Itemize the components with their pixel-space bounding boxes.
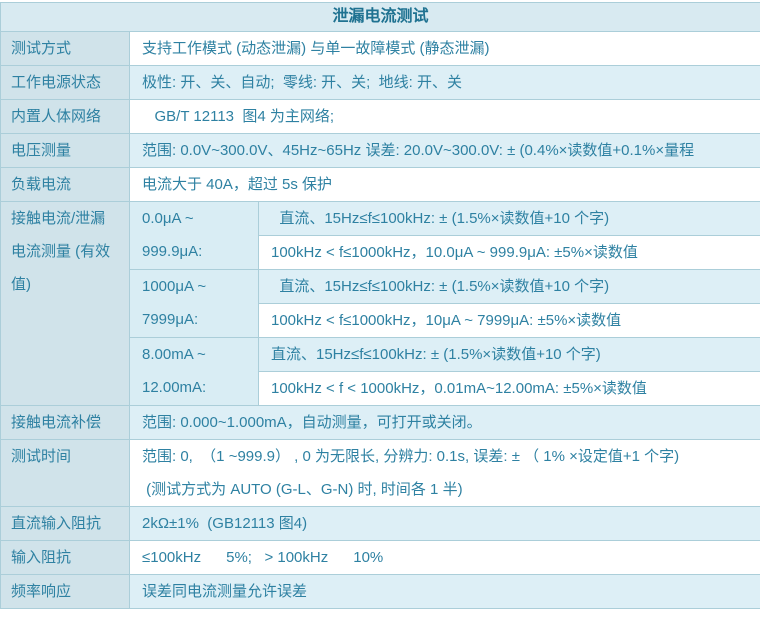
value-dc-impedance: 2kΩ±1% (GB12113 图4) [130,507,760,541]
label-touch-current: 接触电流/泄漏 电流测量 (有效 值) [1,202,130,406]
value-freq-response: 误差同电流测量允许误差 [130,575,760,609]
label-compensation: 接触电流补偿 [1,406,130,440]
row-compensation: 接触电流补偿 范围: 0.000~1.000mA，自动测量，可打开或关闭。 [1,406,760,440]
label-voltage: 电压测量 [1,134,130,168]
row-power-state: 工作电源状态 极性: 开、关、自动; 零线: 开、关; 地线: 开、关 [1,66,760,100]
value-input-impedance: ≤100kHz 5%; > 100kHz 10% [130,541,760,575]
table-title: 泄漏电流测试 [1,3,760,32]
row-body-network: 内置人体网络 GB/T 12113 图4 为主网络; [1,100,760,134]
value-test-time: 范围: 0, （1 ~999.9） , 0 为无限长, 分辨力: 0.1s, 误… [130,440,760,507]
row-test-time: 测试时间 范围: 0, （1 ~999.9） , 0 为无限长, 分辨力: 0.… [1,440,760,507]
label-test-mode: 测试方式 [1,32,130,66]
title-row: 泄漏电流测试 [1,3,760,32]
label-load-current: 负载电流 [1,168,130,202]
error-ua-high-hf: 100kHz < f≤1000kHz，10μA ~ 7999μA: ±5%×读数… [259,304,760,338]
row-input-impedance: 输入阻抗 ≤100kHz 5%; > 100kHz 10% [1,541,760,575]
error-ua-high-dc: 直流、15Hz≤f≤100kHz: ± (1.5%×读数值+10 个字) [259,270,760,304]
value-body-network: GB/T 12113 图4 为主网络; [130,100,760,134]
label-dc-impedance: 直流输入阻抗 [1,507,130,541]
row-test-mode: 测试方式 支持工作模式 (动态泄漏) 与单一故障模式 (静态泄漏) [1,32,760,66]
row-touch-current-1: 接触电流/泄漏 电流测量 (有效 值) 0.0μA ~ 999.9μA: 直流、… [1,202,760,236]
label-test-time: 测试时间 [1,440,130,507]
error-ma-hf: 100kHz < f < 1000kHz，0.01mA~12.00mA: ±5%… [259,372,760,406]
error-ua-low-dc: 直流、15Hz≤f≤100kHz: ± (1.5%×读数值+10 个字) [259,202,760,236]
value-load-current: 电流大于 40A，超过 5s 保护 [130,168,760,202]
error-ma-dc: 直流、15Hz≤f≤100kHz: ± (1.5%×读数值+10 个字) [259,338,760,372]
label-input-impedance: 输入阻抗 [1,541,130,575]
spec-table: 泄漏电流测试 测试方式 支持工作模式 (动态泄漏) 与单一故障模式 (静态泄漏)… [0,2,760,609]
row-dc-impedance: 直流输入阻抗 2kΩ±1% (GB12113 图4) [1,507,760,541]
label-body-network: 内置人体网络 [1,100,130,134]
value-compensation: 范围: 0.000~1.000mA，自动测量，可打开或关闭。 [130,406,760,440]
value-power-state: 极性: 开、关、自动; 零线: 开、关; 地线: 开、关 [130,66,760,100]
range-ma: 8.00mA ~ 12.00mA: [130,338,259,406]
row-freq-response: 频率响应 误差同电流测量允许误差 [1,575,760,609]
label-power-state: 工作电源状态 [1,66,130,100]
error-ua-low-hf: 100kHz < f≤1000kHz，10.0μA ~ 999.9μA: ±5%… [259,236,760,270]
range-ua-low: 0.0μA ~ 999.9μA: [130,202,259,270]
range-ua-high: 1000μA ~ 7999μA: [130,270,259,338]
row-voltage: 电压测量 范围: 0.0V~300.0V、45Hz~65Hz 误差: 20.0V… [1,134,760,168]
label-freq-response: 频率响应 [1,575,130,609]
value-test-mode: 支持工作模式 (动态泄漏) 与单一故障模式 (静态泄漏) [130,32,760,66]
row-load-current: 负载电流 电流大于 40A，超过 5s 保护 [1,168,760,202]
value-voltage: 范围: 0.0V~300.0V、45Hz~65Hz 误差: 20.0V~300.… [130,134,760,168]
